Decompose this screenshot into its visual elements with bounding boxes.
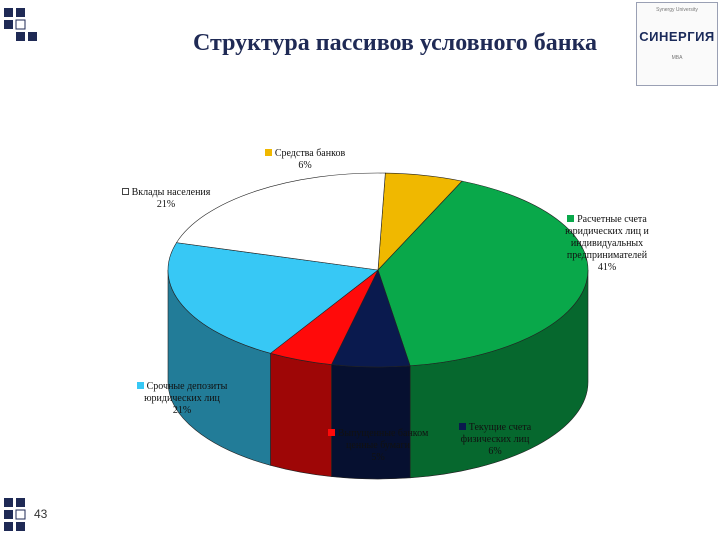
label-bank-funds: Средства банков 6% [250,148,360,172]
label-current-accounts: Текущие счета физических лиц 6% [440,422,550,458]
label-issued-securities-name: Выпущенные банком ценные бумаги [337,428,429,451]
label-term-deposits-name: Срочные депозиты юридических лиц [144,381,228,404]
pie-slice-1 [377,180,589,367]
label-household-deposits-value: 21% [156,199,176,210]
logo-bottom-text: MBA [671,55,683,61]
legend-key-bank-funds [264,149,272,156]
corner-decoration-top [4,8,37,41]
synergy-logo: Synergy University СИНЕРГИЯ MBA [636,2,718,86]
label-issued-securities: Выпущенные банком ценные бумаги 5% [322,428,434,464]
label-bank-funds-value: 6% [298,160,312,171]
label-settlement-accounts: Расчетные счета юридических лиц и индиви… [548,214,666,274]
logo-top-text: Synergy University [656,7,698,13]
label-bank-funds-name: Средства банков [274,148,346,159]
label-term-deposits: Срочные депозиты юридических лиц 21% [134,381,230,417]
label-settlement-accounts-name: Расчетные счета юридических лиц и индиви… [565,214,649,261]
legend-key-settlement-accounts [567,215,575,222]
label-household-deposits-name: Вклады населения [131,187,211,198]
legend-key-household-deposits [121,188,129,195]
legend-key-current-accounts [458,423,466,430]
label-household-deposits: Вклады населения 21% [118,187,214,211]
label-current-accounts-value: 6% [488,446,502,457]
corner-decoration-bottom [4,498,26,531]
page-number: 43 [34,507,48,521]
legend-key-issued-securities [327,429,335,436]
label-settlement-accounts-value: 41% [597,262,617,273]
label-current-accounts-name: Текущие счета физических лиц [460,422,532,445]
legend-key-term-deposits [136,382,144,389]
label-term-deposits-value: 21% [172,405,192,416]
slide-title: Структура пассивов условного банка [192,30,598,56]
pie-slice-5 [176,172,386,271]
label-issued-securities-value: 5% [371,452,385,463]
pie-slice-4 [167,242,379,354]
logo-main-text: СИНЕРГИЯ [639,29,715,44]
